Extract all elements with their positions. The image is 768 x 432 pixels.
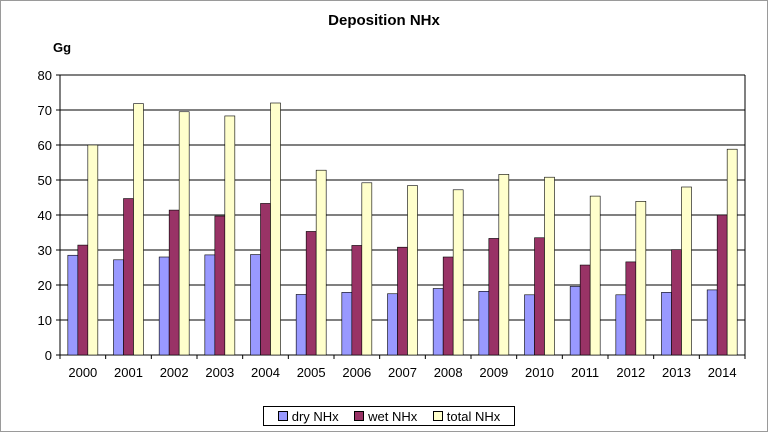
bar-dry-nhx (661, 292, 672, 356)
bar-wet-nhx (260, 203, 271, 356)
x-tick-label: 2001 (114, 365, 143, 380)
x-tick-label: 2011 (571, 365, 599, 380)
bar-dry-nhx (706, 289, 718, 356)
x-tick-label: 2014 (708, 365, 737, 380)
bar-dry-nhx (204, 254, 216, 356)
bar-total-nhx (498, 174, 510, 356)
y-tick-label: 70 (38, 103, 52, 118)
y-tick-label: 80 (38, 68, 52, 83)
bar-total-nhx (178, 111, 190, 356)
bar-wet-nhx (534, 237, 545, 356)
x-tick-label: 2004 (251, 365, 280, 380)
bar-total-nhx (407, 185, 418, 356)
legend-item-dry: dry NHx (277, 408, 339, 424)
bar-dry-nhx (113, 259, 124, 356)
bar-wet-nhx (716, 214, 728, 356)
bar-wet-nhx (123, 198, 134, 356)
legend: dry NHx wet NHx total NHx (263, 406, 515, 426)
bar-wet-nhx (168, 209, 180, 356)
bar-wet-nhx (214, 215, 226, 356)
bar-wet-nhx (442, 256, 454, 356)
bar-total-nhx (726, 148, 738, 356)
legend-swatch-total (432, 411, 443, 421)
bar-wet-nhx (397, 246, 408, 356)
y-tick-label: 30 (38, 243, 52, 258)
bar-total-nhx (544, 176, 555, 356)
y-tick-label: 0 (45, 348, 52, 363)
bar-dry-nhx (478, 290, 490, 356)
bar-total-nhx (315, 169, 327, 356)
bar-total-nhx (224, 115, 236, 356)
legend-swatch-dry (277, 411, 288, 421)
bar-wet-nhx (77, 244, 89, 356)
bar-total-nhx (635, 201, 647, 356)
bar-wet-nhx (579, 264, 591, 356)
y-tick-label: 50 (38, 173, 52, 188)
bar-dry-nhx (432, 288, 444, 356)
x-tick-label: 2002 (160, 365, 189, 380)
bar-dry-nhx (524, 294, 535, 356)
x-tick-label: 2009 (479, 365, 508, 380)
legend-item-total: total NHx (432, 408, 501, 424)
bar-dry-nhx (387, 293, 398, 356)
chart-title: Deposition NHx (328, 12, 440, 29)
bar-wet-nhx (305, 231, 317, 356)
bar-dry-nhx (250, 254, 261, 356)
legend-label-dry: dry NHx (291, 408, 339, 424)
x-tick-label: 2005 (297, 365, 326, 380)
bar-total-nhx (361, 182, 373, 356)
bar-dry-nhx (295, 294, 307, 356)
bar-total-nhx (452, 189, 464, 356)
x-tick-label: 2008 (434, 365, 463, 380)
y-tick-label: 40 (38, 208, 52, 223)
y-tick-label: 20 (38, 278, 52, 293)
bar-total-nhx (87, 144, 99, 356)
x-tick-label: 2013 (662, 365, 691, 380)
legend-label-wet: wet NHx (368, 408, 418, 424)
bar-dry-nhx (615, 294, 627, 356)
bar-dry-nhx (341, 292, 353, 356)
y-tick-label: 60 (38, 138, 52, 153)
bar-wet-nhx (351, 245, 363, 356)
bar-total-nhx (270, 102, 281, 356)
y-tick-label: 10 (38, 313, 52, 328)
bar-dry-nhx (569, 286, 581, 356)
bar-wet-nhx (671, 249, 682, 356)
bar-dry-nhx (67, 254, 79, 356)
legend-label-total: total NHx (446, 408, 501, 424)
bar-total-nhx (133, 103, 144, 356)
y-axis-unit-label: Gg (53, 40, 72, 55)
x-tick-label: 2000 (68, 365, 97, 380)
bar-total-nhx (681, 186, 692, 356)
bar-wet-nhx (488, 238, 500, 356)
x-tick-label: 2010 (525, 365, 554, 380)
x-tick-label: 2007 (388, 365, 417, 380)
legend-item-wet: wet NHx (354, 409, 417, 424)
bar-dry-nhx (158, 256, 170, 356)
x-tick-label: 2003 (205, 365, 234, 380)
bar-total-nhx (589, 195, 601, 356)
x-tick-label: 2006 (342, 365, 371, 380)
legend-swatch-wet (354, 411, 365, 421)
bar-wet-nhx (625, 261, 637, 356)
x-tick-label: 2012 (616, 365, 645, 380)
